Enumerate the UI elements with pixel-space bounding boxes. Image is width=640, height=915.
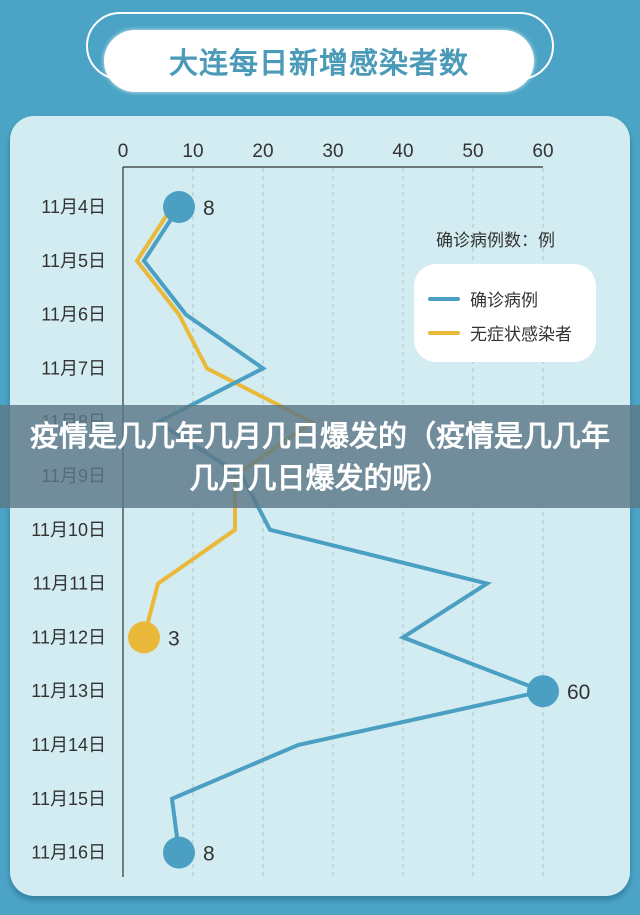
data-point-marker	[163, 836, 195, 869]
legend-swatch-confirmed	[428, 296, 460, 301]
x-tick-label: 0	[118, 141, 129, 162]
title-banner: 大连每日新增感染者数	[104, 30, 534, 92]
data-point-label: 3	[168, 627, 180, 650]
x-tick-label: 10	[182, 141, 203, 162]
y-category-label: 11月16日	[31, 843, 106, 863]
y-category-label: 11月13日	[31, 681, 106, 701]
data-point-marker	[527, 675, 559, 708]
x-tick-label: 60	[532, 141, 553, 162]
y-category-label: 11月11日	[33, 574, 106, 594]
data-point-marker	[163, 191, 195, 223]
legend-label-confirmed: 确诊病例	[470, 291, 538, 311]
data-point-marker	[128, 621, 160, 654]
y-category-label: 11月7日	[41, 358, 106, 378]
y-category-label: 11月15日	[31, 789, 106, 809]
legend-label-asymptomatic: 无症状感染者	[470, 325, 572, 345]
series-line-confirmed	[141, 205, 550, 853]
y-category-label: 11月12日	[31, 627, 106, 647]
y-category-label: 11月10日	[31, 520, 106, 540]
legend-item-confirmed: 确诊病例	[428, 286, 538, 311]
legend-item-asymptomatic: 无症状感染者	[428, 320, 572, 345]
caption-overlay: 疫情是几几年几月几日爆发的（疫情是几几年几月几日爆发的呢）	[0, 405, 640, 508]
y-category-label: 11月6日	[41, 305, 106, 325]
data-point-label: 60	[567, 681, 590, 704]
chart-title: 大连每日新增感染者数	[168, 46, 469, 80]
data-point-label: 8	[203, 843, 215, 866]
y-category-label: 11月14日	[31, 735, 106, 755]
x-tick-label: 20	[252, 141, 273, 162]
data-point-label: 8	[203, 197, 215, 220]
x-tick-label: 30	[322, 141, 343, 162]
caption-text: 疫情是几几年几月几日爆发的（疫情是几几年几月几日爆发的呢）	[30, 418, 611, 495]
x-tick-label: 40	[392, 141, 413, 162]
y-category-label: 11月5日	[41, 251, 106, 271]
legend-swatch-asymptomatic	[428, 330, 460, 335]
y-category-label: 11月4日	[41, 197, 106, 217]
legend: 确诊病例 无症状感染者	[414, 264, 596, 362]
x-tick-label: 50	[462, 141, 483, 162]
unit-label: 确诊病例数：例	[436, 231, 555, 251]
